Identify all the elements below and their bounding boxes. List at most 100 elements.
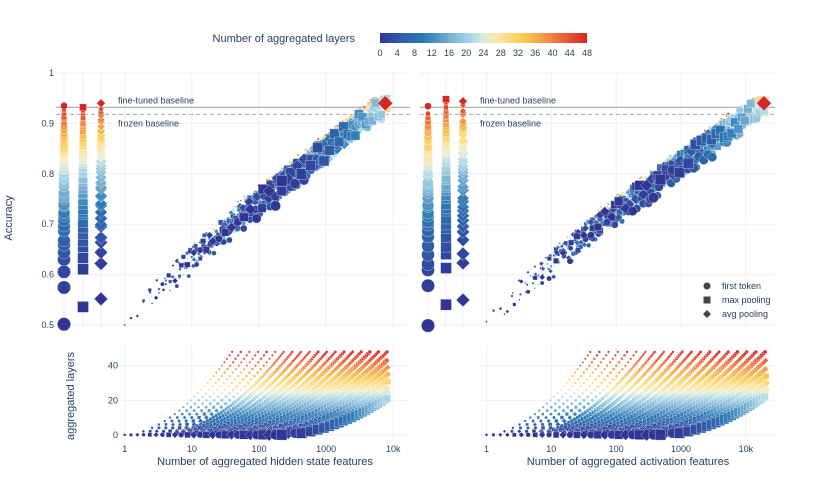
x-tick: 10 [546,444,556,454]
layers-point [573,381,577,385]
layers-point [589,397,595,403]
layers-point [557,412,561,417]
layers-point [256,350,260,354]
layers-point [762,386,770,394]
layers-point [223,394,228,399]
layers-point [238,387,244,393]
layers-point [157,426,161,430]
layers-point [197,415,202,420]
layers-point [187,411,192,417]
layers-point [564,391,568,395]
layers-point [261,363,266,368]
layers-point [533,412,537,416]
data-point [648,192,659,204]
layers-point [221,381,226,385]
colorbar-tick: 24 [478,48,488,58]
layers-point [552,415,556,420]
data-point [597,208,600,212]
layers-point [763,373,770,380]
layers-point [536,415,540,420]
data-point [557,241,562,246]
x-tick: 1 [484,444,489,454]
colorbar-tick: 32 [513,48,523,58]
layers-point [564,412,569,417]
data-point [324,145,335,156]
layers-point [577,395,582,399]
colorbar-tick: 0 [377,48,382,58]
layers-point [384,378,391,385]
layers-point [244,374,248,378]
x-tick: 1 [122,444,127,454]
layers-point [223,388,227,392]
layers-point [611,357,615,361]
layers-point [233,377,237,382]
layers-point [623,363,628,368]
data-point [622,192,626,196]
layers-point [199,388,203,392]
data-point [567,245,574,252]
layers-point [614,373,619,379]
layers-point [491,433,496,437]
strip-marker [424,102,432,110]
layers-point [608,360,612,364]
strip-marker [77,252,89,264]
layers-point [333,350,338,354]
data-point [239,212,249,222]
data-point [289,178,301,190]
colorbar: Number of aggregated layers 0 4 8 12 16 20 24 2… [213,33,592,58]
data-point [627,206,638,216]
layers-point [590,360,594,364]
best-point [377,95,394,112]
layers-point [570,374,574,378]
data-point [485,320,488,323]
data-point [587,231,595,240]
layers-point [605,374,610,378]
layers-point [141,432,146,437]
y-tick-accuracy: 0.7 [41,219,54,229]
layers-point [375,349,381,355]
layers-point [594,377,598,382]
layers-point [582,371,586,375]
legend-label-avg-pooling: avg pooling [722,309,768,319]
layers-point [247,371,252,375]
layers-point [290,350,294,354]
layers-point [191,408,197,413]
layers-point [189,405,193,409]
data-point [161,288,166,292]
layers-point [585,394,590,399]
y-tick-accuracy: 0.9 [41,118,54,128]
layers-point [216,395,220,399]
layers-point [165,432,172,438]
data-point [205,231,214,240]
legend-circle-marker [703,282,711,290]
layers-point [215,401,220,406]
x-axis-title-activation: Number of aggregated activation features [527,456,730,468]
layers-point [553,402,557,406]
layers-point [523,419,527,423]
colorbar-tick: 36 [530,48,540,58]
layers-point [726,350,731,354]
data-point [184,261,191,268]
data-point [135,313,140,318]
layers-point [228,353,232,357]
data-point [532,275,538,281]
data-point [682,157,694,169]
layers-point [653,350,657,354]
layers-point [593,388,597,392]
layers-point [316,350,320,354]
layers-point [196,391,200,395]
layers-point [609,371,613,375]
layers-point [208,401,212,406]
layers-point [549,405,553,409]
layers-point [230,350,234,354]
layers-point [593,394,599,400]
layers-point [211,385,214,388]
layers-point [236,363,241,368]
layers-point [587,364,591,368]
data-point [546,262,549,266]
layers-point [517,422,522,427]
layers-point [247,350,252,354]
layers-point [203,385,207,388]
data-point [492,309,495,312]
layers-point [170,425,175,430]
